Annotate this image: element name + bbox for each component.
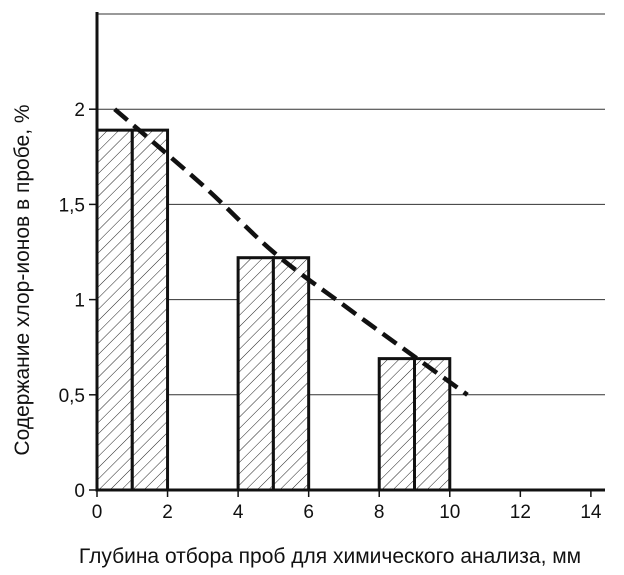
bar xyxy=(377,357,417,492)
x-tick-label: 14 xyxy=(580,502,602,523)
x-tick-label: 0 xyxy=(92,502,103,523)
trend-layer xyxy=(113,107,469,397)
bar xyxy=(236,256,275,492)
y-tick-label: 0,5 xyxy=(59,386,85,407)
x-tick-label: 4 xyxy=(233,502,244,523)
x-axis-label: Глубина отбора проб для химического анал… xyxy=(79,545,581,568)
y-axis-label: Содержание хлор-ионов в пробе, % xyxy=(11,104,34,455)
bar xyxy=(413,357,452,492)
x-tick-label: 12 xyxy=(510,502,531,523)
grid-layer xyxy=(97,13,605,396)
x-tick-label: 10 xyxy=(439,502,460,523)
x-tick-label: 8 xyxy=(374,502,385,523)
x-tick-label: 6 xyxy=(303,502,314,523)
bar xyxy=(271,256,311,492)
y-tick-label: 1 xyxy=(74,291,85,312)
tick-layer: 0 2 4 6 8 10 12 14 0 0,5 1 1,5 2 xyxy=(59,100,602,523)
axis-layer xyxy=(95,12,605,492)
y-tick-label: 2 xyxy=(74,100,85,121)
y-tick-label: 1,5 xyxy=(59,195,85,216)
bar xyxy=(130,128,170,492)
y-tick-label: 0 xyxy=(74,481,85,502)
bar-layer xyxy=(95,128,452,492)
x-tick-label: 2 xyxy=(162,502,173,523)
bar xyxy=(95,128,134,492)
trend-line xyxy=(113,107,469,397)
